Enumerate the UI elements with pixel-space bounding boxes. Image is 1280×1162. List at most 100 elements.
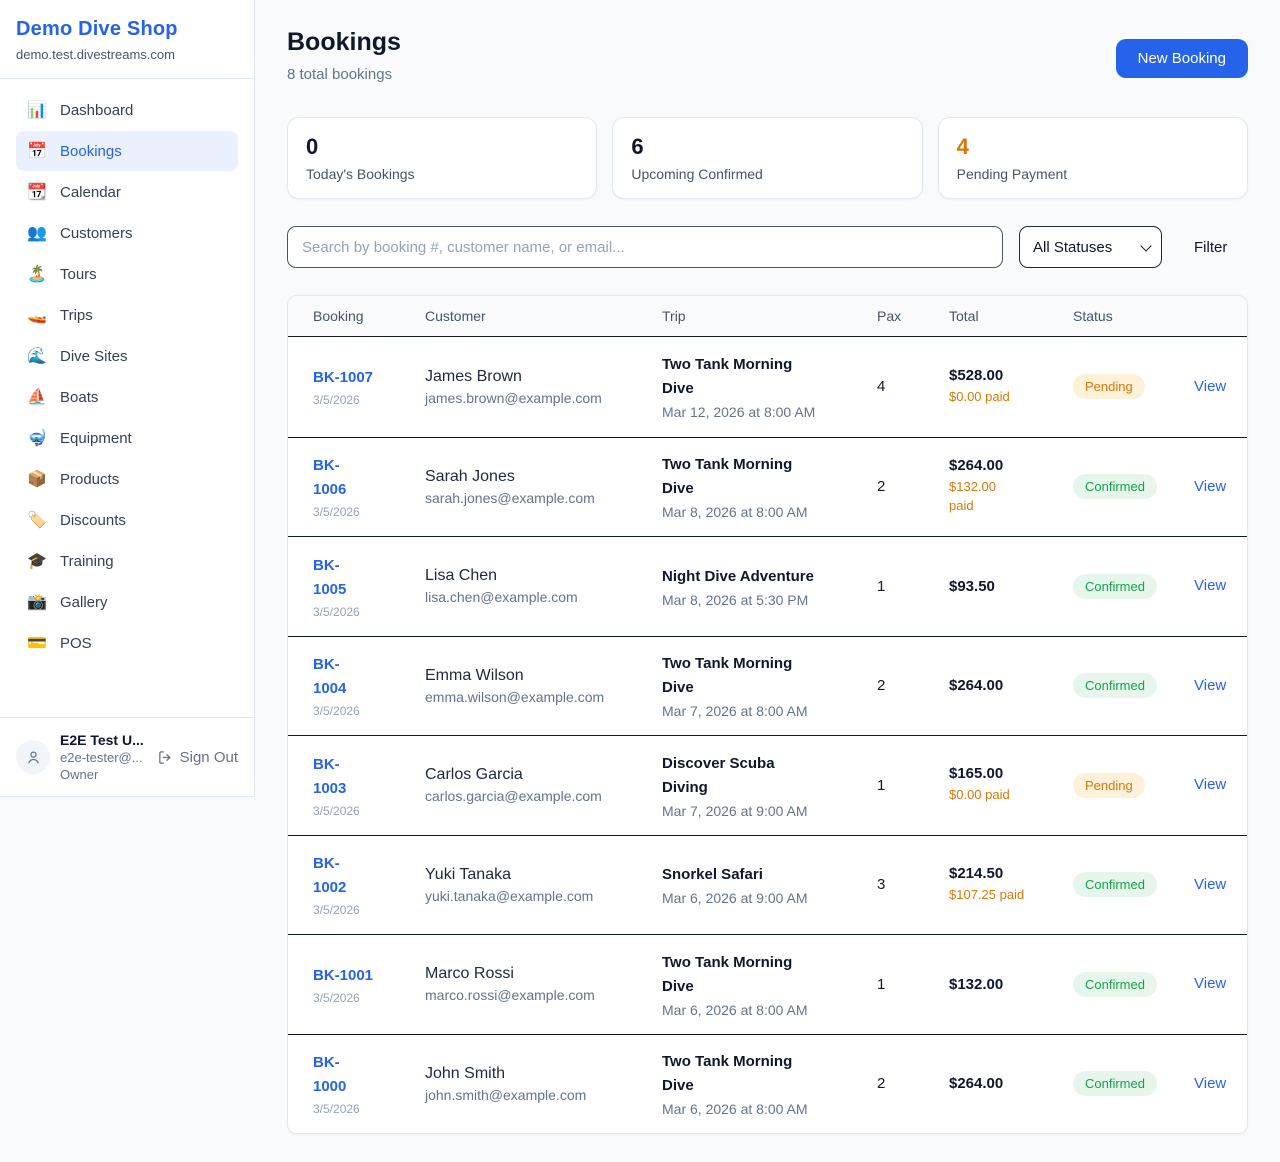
sidebar-item-trips[interactable]: 🚤 Trips bbox=[16, 295, 238, 335]
view-link[interactable]: View bbox=[1194, 577, 1227, 595]
sidebar-item-products[interactable]: 📦 Products bbox=[16, 459, 238, 499]
filters-row: All Statuses Filter bbox=[287, 226, 1248, 268]
view-link[interactable]: View bbox=[1194, 477, 1227, 495]
customer-email: lisa.chen@example.com bbox=[425, 589, 578, 606]
total-amount: $214.50 bbox=[949, 864, 1004, 882]
booking-cell: BK-1001 3/5/2026 bbox=[313, 964, 425, 1005]
status-select[interactable]: All Statuses bbox=[1019, 226, 1162, 268]
booking-cell: BK- 1006 3/5/2026 bbox=[313, 454, 425, 519]
booking-number-link[interactable]: BK-1007 bbox=[313, 369, 374, 387]
user-email: e2e-tester@... bbox=[60, 750, 143, 765]
booking-number-link[interactable]: BK- 1002 bbox=[313, 855, 347, 897]
trip-datetime: Mar 8, 2026 at 8:00 AM bbox=[662, 504, 808, 521]
view-link[interactable]: View bbox=[1194, 676, 1227, 694]
trip-cell: Snorkel Safari Mar 6, 2026 at 9:00 AM bbox=[662, 863, 877, 906]
trip-name: Two Tank Morning Dive bbox=[662, 953, 793, 995]
pax-value: 2 bbox=[877, 677, 886, 695]
customer-cell: Yuki Tanaka yuki.tanaka@example.com bbox=[425, 866, 662, 904]
booking-number-link[interactable]: BK- 1006 bbox=[313, 457, 347, 499]
table-row: BK- 1002 3/5/2026 Yuki Tanaka yuki.tanak… bbox=[288, 834, 1247, 935]
view-link[interactable]: View bbox=[1194, 776, 1227, 794]
sidebar-item-dashboard[interactable]: 📊 Dashboard bbox=[16, 90, 238, 130]
pax-value: 4 bbox=[877, 378, 886, 396]
sidebar-item-discounts[interactable]: 🏷️ Discounts bbox=[16, 500, 238, 540]
customer-name: Marco Rossi bbox=[425, 965, 514, 983]
stat-value: 6 bbox=[631, 134, 644, 159]
view-link[interactable]: View bbox=[1194, 377, 1227, 395]
customer-cell: Emma Wilson emma.wilson@example.com bbox=[425, 667, 662, 705]
paid-amount: $132.00 paid bbox=[949, 479, 996, 514]
sidebar-item-bookings[interactable]: 📅 Bookings bbox=[16, 131, 238, 171]
paid-amount: $107.25 paid bbox=[949, 886, 1025, 902]
sidebar-item-customers[interactable]: 👥 Customers bbox=[16, 213, 238, 253]
pax-value: 1 bbox=[877, 975, 886, 993]
sidebar-item-label: Bookings bbox=[60, 142, 122, 160]
booking-number-link[interactable]: BK- 1003 bbox=[313, 755, 347, 797]
search-input[interactable] bbox=[287, 226, 1003, 268]
sidebar-item-label: Equipment bbox=[60, 429, 132, 447]
booking-number-link[interactable]: BK- 1000 bbox=[313, 1054, 347, 1096]
customer-name: Emma Wilson bbox=[425, 666, 524, 684]
sign-out-button[interactable]: Sign Out bbox=[157, 749, 238, 766]
user-section: E2E Test U... e2e-tester@... Owner Sign … bbox=[0, 717, 254, 796]
trip-name: Night Dive Adventure bbox=[662, 567, 814, 585]
new-booking-button[interactable]: New Booking bbox=[1115, 39, 1248, 78]
booking-number-link[interactable]: BK- 1004 bbox=[313, 656, 347, 698]
status-cell: Confirmed bbox=[1073, 1071, 1194, 1097]
stat-label: Pending Payment bbox=[956, 166, 1068, 182]
total-amount: $132.00 bbox=[949, 975, 1004, 993]
logout-icon bbox=[158, 750, 171, 764]
filter-button[interactable]: Filter bbox=[1194, 238, 1228, 256]
table-body: BK-1007 3/5/2026 James Brown james.brown… bbox=[288, 337, 1247, 1133]
sidebar-item-boats[interactable]: ⛵ Boats bbox=[16, 377, 238, 417]
status-select-wrap: All Statuses bbox=[1019, 226, 1162, 268]
brand: Demo Dive Shop demo.test.divestreams.com bbox=[0, 0, 254, 79]
customer-email: marco.rossi@example.com bbox=[425, 987, 595, 1004]
view-link[interactable]: View bbox=[1194, 1074, 1227, 1092]
user-meta: E2E Test U... e2e-tester@... Owner bbox=[60, 732, 147, 782]
booking-number-link[interactable]: BK- 1005 bbox=[313, 556, 347, 598]
pax-value: 1 bbox=[877, 776, 886, 794]
booking-cell: BK- 1003 3/5/2026 bbox=[313, 753, 425, 818]
table-row: BK- 1004 3/5/2026 Emma Wilson emma.wilso… bbox=[288, 635, 1247, 736]
total-cell: $264.00 bbox=[949, 1075, 1073, 1092]
col-header-booking: Booking bbox=[313, 308, 364, 324]
customer-email: john.smith@example.com bbox=[425, 1086, 587, 1103]
brand-name: Demo Dive Shop bbox=[16, 18, 178, 40]
view-link[interactable]: View bbox=[1194, 875, 1227, 893]
customer-email: carlos.garcia@example.com bbox=[425, 788, 602, 805]
user-role: Owner bbox=[60, 767, 99, 782]
trip-name: Two Tank Morning Dive bbox=[662, 356, 793, 398]
col-header-status: Status bbox=[1073, 308, 1113, 324]
sidebar-item-tours[interactable]: 🏝️ Tours bbox=[16, 254, 238, 294]
trip-datetime: Mar 12, 2026 at 8:00 AM bbox=[662, 404, 816, 421]
sidebar-nav: 📊 Dashboard 📅 Bookings 📆 Calendar 👥 Cust… bbox=[0, 79, 254, 717]
sidebar-item-training[interactable]: 🎓 Training bbox=[16, 541, 238, 581]
page-subtitle: 8 total bookings bbox=[287, 66, 393, 83]
booking-date: 3/5/2026 bbox=[313, 505, 360, 520]
booking-number-link[interactable]: BK-1001 bbox=[313, 966, 374, 984]
sidebar-item-pos[interactable]: 💳 POS bbox=[16, 623, 238, 663]
sidebar-item-gallery[interactable]: 📸 Gallery bbox=[16, 582, 238, 622]
total-amount: $93.50 bbox=[949, 577, 995, 595]
total-amount: $165.00 bbox=[949, 765, 1004, 783]
sidebar-item-dive-sites[interactable]: 🌊 Dive Sites bbox=[16, 336, 238, 376]
stat-card: 4 Pending Payment bbox=[937, 117, 1248, 199]
trip-name: Two Tank Morning Dive bbox=[662, 655, 793, 697]
trip-cell: Night Dive Adventure Mar 8, 2026 at 5:30… bbox=[662, 565, 877, 608]
total-cell: $264.00 $132.00 paid bbox=[949, 457, 1073, 516]
stat-cards: 0 Today's Bookings 6 Upcoming Confirmed … bbox=[287, 117, 1248, 199]
view-link[interactable]: View bbox=[1194, 975, 1227, 993]
sidebar-item-calendar[interactable]: 📆 Calendar bbox=[16, 172, 238, 212]
sidebar-item-label: Trips bbox=[60, 306, 93, 324]
trip-datetime: Mar 7, 2026 at 9:00 AM bbox=[662, 802, 808, 819]
table-row: BK- 1006 3/5/2026 Sarah Jones sarah.jone… bbox=[288, 436, 1247, 537]
sidebar-item-label: Boats bbox=[60, 388, 99, 406]
customer-name: Yuki Tanaka bbox=[425, 865, 511, 883]
sidebar-item-equipment[interactable]: 🤿 Equipment bbox=[16, 418, 238, 458]
sidebar-item-label: Tours bbox=[60, 265, 97, 283]
sidebar-item-label: Calendar bbox=[60, 183, 121, 201]
trip-name: Discover Scuba Diving bbox=[662, 754, 775, 796]
status-cell: Confirmed bbox=[1073, 573, 1194, 599]
stat-value: 0 bbox=[306, 134, 319, 159]
